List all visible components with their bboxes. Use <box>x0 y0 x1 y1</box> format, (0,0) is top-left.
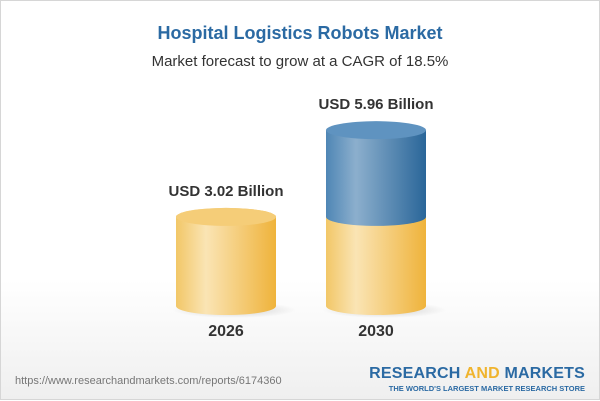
research-and-markets-logo: RESEARCH AND MARKETS THE WORLD'S LARGEST… <box>369 365 585 393</box>
bar-top-cap-0 <box>176 207 276 226</box>
logo-text-3: MARKETS <box>499 365 585 382</box>
bar-2026-body <box>176 216 276 315</box>
value-label-1: USD 5.96 Billion <box>318 96 433 113</box>
bar-2030-growth-body <box>326 130 426 226</box>
bar-2030-base-body <box>326 216 426 315</box>
chart-title: Hospital Logistics Robots Market <box>157 23 443 43</box>
category-label-1: 2030 <box>358 323 394 340</box>
bar-top-cap-1 <box>326 121 426 140</box>
logo-text-2: AND <box>464 365 500 382</box>
chart-subtitle: Market forecast to grow at a CAGR of 18.… <box>151 53 449 70</box>
category-label-0: 2026 <box>208 323 244 340</box>
logo-text-1: RESEARCH <box>369 365 465 382</box>
value-label-0: USD 3.02 Billion <box>168 183 283 200</box>
source-url[interactable]: https://www.researchandmarkets.com/repor… <box>15 375 282 387</box>
logo-tagline: THE WORLD'S LARGEST MARKET RESEARCH STOR… <box>388 384 585 393</box>
